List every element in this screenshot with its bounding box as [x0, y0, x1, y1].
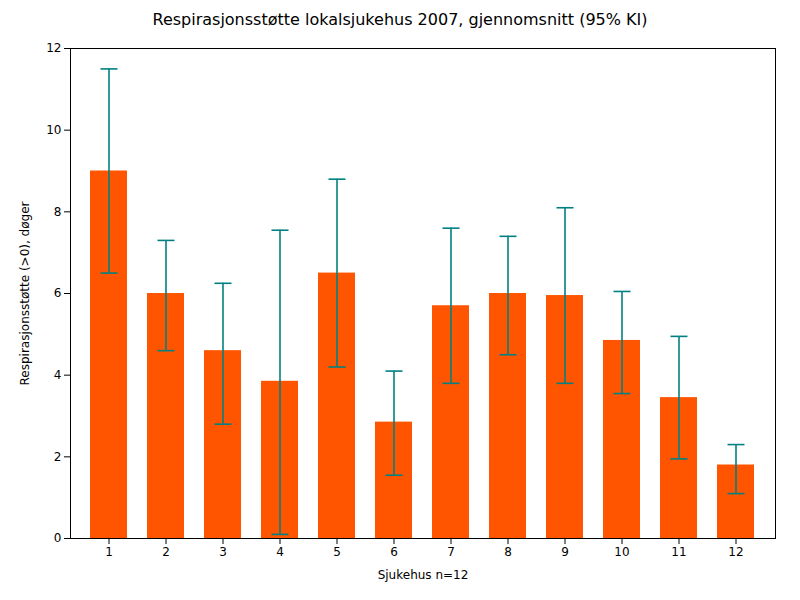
html-text:Respirasjonsstøtte lokalsjukeh: Respirasjonsstøtte lokalsjukehus 2007, g…	[152, 10, 648, 29]
svg-text:12: 12	[46, 41, 61, 55]
svg-text:0: 0	[54, 531, 62, 545]
svg-text:2: 2	[54, 450, 62, 464]
svg-text:4: 4	[54, 368, 62, 382]
svg-text:4: 4	[276, 545, 284, 559]
svg-text:8: 8	[504, 545, 512, 559]
svg-text:10: 10	[46, 123, 61, 137]
svg-text:11: 11	[671, 545, 686, 559]
svg-text:Sjukehus n=12: Sjukehus n=12	[378, 568, 469, 582]
svg-text:Respirasjonsstøtte (>0), døger: Respirasjonsstøtte (>0), døger	[18, 201, 32, 385]
svg-text:10: 10	[614, 545, 629, 559]
svg-text:9: 9	[561, 545, 569, 559]
svg-text:3: 3	[219, 545, 227, 559]
svg-text:12: 12	[728, 545, 743, 559]
svg-text:6: 6	[54, 286, 62, 300]
svg-text:1: 1	[105, 545, 113, 559]
svg-text:5: 5	[333, 545, 341, 559]
svg-text:2: 2	[162, 545, 170, 559]
svg-text:7: 7	[447, 545, 455, 559]
svg-text:8: 8	[54, 205, 62, 219]
svg-text:6: 6	[390, 545, 398, 559]
